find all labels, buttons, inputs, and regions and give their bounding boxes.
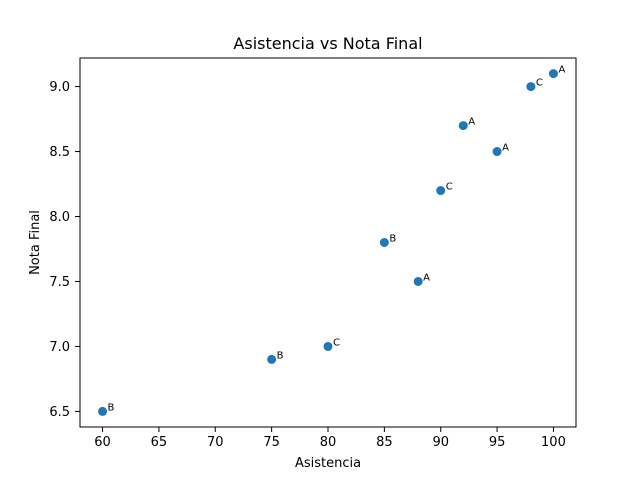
ticks-layer: 60 65 70 75 80 85 90 95 100 6.5 7.0 7.5 8.0 8.5 9.0 bbox=[49, 80, 566, 450]
point-label: C bbox=[446, 182, 453, 193]
point-label: B bbox=[389, 234, 396, 245]
plot-frame bbox=[79, 57, 577, 428]
data-point bbox=[492, 147, 502, 157]
point-label: A bbox=[558, 65, 565, 76]
x-axis-label: Asistencia bbox=[295, 456, 361, 471]
x-tick-label: 100 bbox=[541, 435, 566, 450]
y-tick-label: 8.0 bbox=[49, 210, 70, 225]
points-layer: B B C B A C A A C A bbox=[98, 65, 565, 416]
data-point bbox=[323, 341, 333, 351]
data-point bbox=[526, 82, 536, 92]
x-tick-label: 60 bbox=[94, 435, 111, 450]
x-tick-label: 95 bbox=[489, 435, 506, 450]
data-point bbox=[436, 186, 446, 196]
chart-title: Asistencia vs Nota Final bbox=[233, 34, 422, 53]
data-point bbox=[98, 406, 108, 416]
x-tick-label: 65 bbox=[151, 435, 168, 450]
x-tick-label: 80 bbox=[320, 435, 337, 450]
y-axis-label: Nota Final bbox=[28, 210, 43, 275]
y-tick-label: 7.0 bbox=[49, 340, 70, 355]
data-point bbox=[413, 276, 423, 286]
data-point bbox=[379, 238, 389, 247]
point-label: B bbox=[277, 350, 284, 361]
data-point bbox=[458, 121, 468, 131]
data-point bbox=[548, 69, 558, 79]
y-tick-label: 6.5 bbox=[49, 405, 70, 420]
point-label: B bbox=[108, 402, 115, 413]
y-tick-label: 7.5 bbox=[49, 275, 70, 290]
y-tick-label: 9.0 bbox=[49, 80, 70, 95]
x-tick-label: 70 bbox=[207, 435, 224, 450]
y-tick-label: 8.5 bbox=[49, 145, 70, 160]
x-tick-label: 85 bbox=[376, 435, 393, 450]
point-label: A bbox=[502, 143, 509, 154]
point-label: C bbox=[536, 78, 543, 89]
point-label: A bbox=[468, 117, 475, 128]
x-tick-label: 90 bbox=[432, 435, 449, 450]
point-label: A bbox=[423, 272, 430, 283]
x-tick-label: 75 bbox=[263, 435, 280, 450]
point-label: C bbox=[333, 337, 340, 348]
data-point bbox=[267, 354, 277, 364]
